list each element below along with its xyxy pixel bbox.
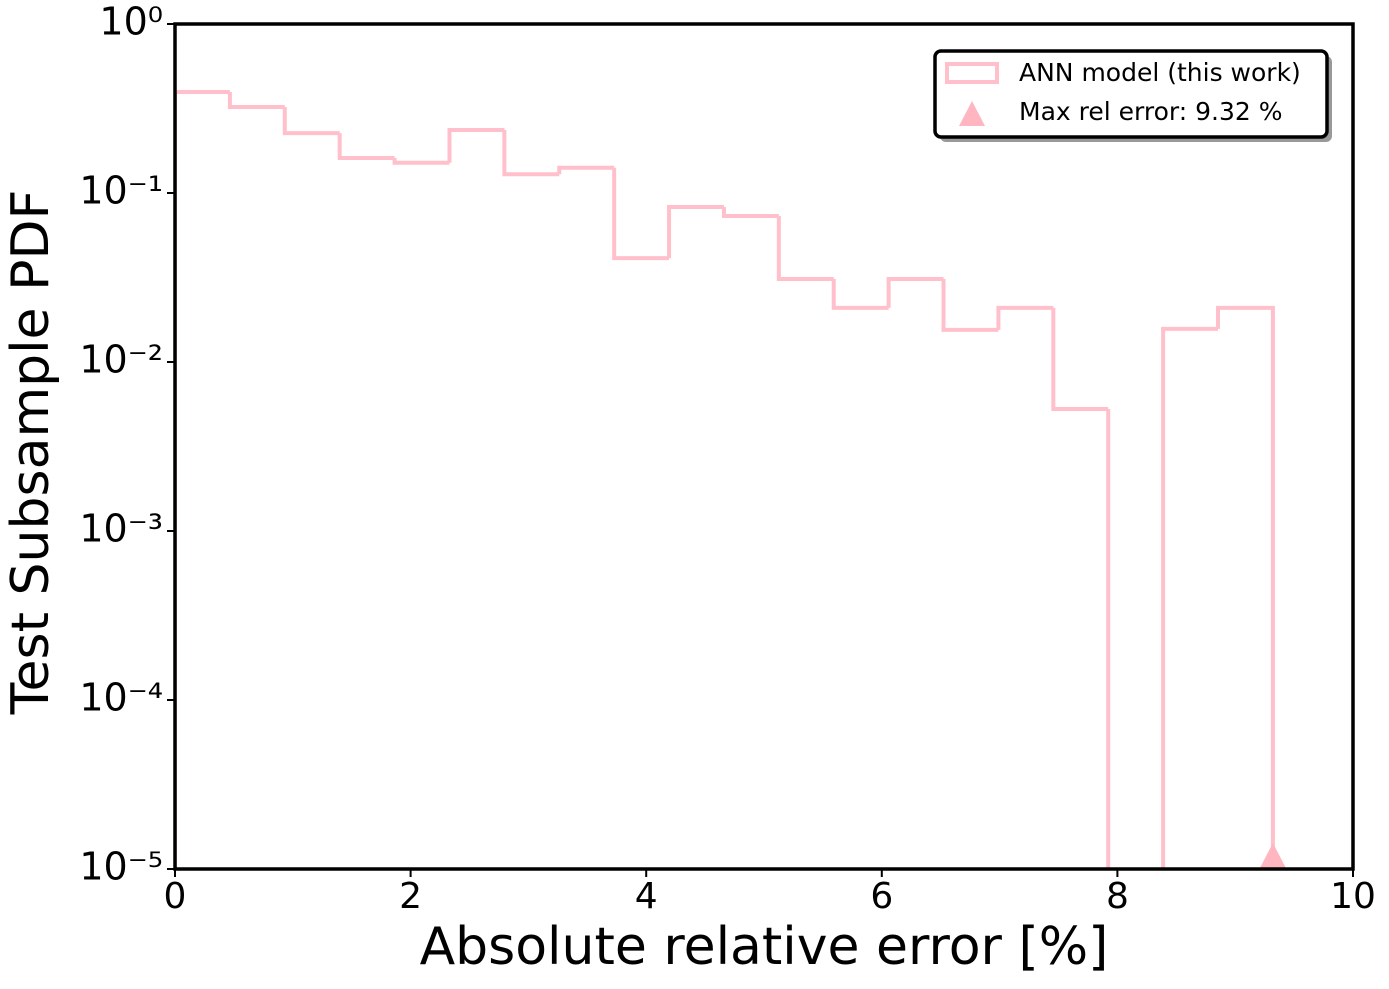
x-tick-label: 10 (1330, 876, 1376, 917)
plot-area (175, 89, 1275, 869)
histogram-step (447, 127, 505, 163)
x-tick-label: 6 (870, 876, 893, 917)
histogram-step (721, 207, 779, 218)
x-tick-label: 0 (164, 876, 187, 917)
legend-label: Max rel error: 9.32 % (1019, 97, 1282, 126)
x-axis-label: Absolute relative error [%] (420, 917, 1109, 977)
histogram-step (1216, 305, 1275, 869)
max-error-marker (1259, 843, 1286, 868)
histogram-step (667, 205, 724, 259)
y-axis-label: Test Subsample PDF (1, 190, 61, 716)
histogram-step (1051, 307, 1109, 412)
x-tick-label: 4 (635, 876, 658, 917)
y-tick-label: 10⁻¹ (79, 169, 163, 213)
axes-frame (173, 22, 1355, 871)
histogram-step (612, 167, 670, 261)
x-tick-label: 8 (1106, 876, 1129, 917)
histogram-step (557, 165, 615, 175)
x-tick-label: 2 (399, 876, 422, 917)
histogram-step (502, 129, 560, 177)
histogram-step (175, 89, 230, 869)
histogram-step (392, 158, 450, 165)
legend-swatch (945, 62, 999, 84)
legend-marker (959, 101, 985, 126)
histogram-step (886, 276, 944, 308)
histogram-step (831, 278, 889, 310)
histogram-step (227, 91, 285, 109)
y-tick-label: 10⁰ (99, 0, 163, 44)
histogram-step (941, 278, 999, 332)
histogram-step (282, 106, 340, 136)
legend-label: ANN model (this work) (1019, 58, 1301, 87)
y-tick-label: 10⁻³ (79, 507, 163, 551)
histogram-step (1106, 409, 1111, 869)
histogram-step (1161, 326, 1218, 869)
histogram-step (776, 215, 834, 281)
y-tick-label: 10⁻⁴ (79, 676, 163, 720)
y-tick-label: 10⁻⁵ (79, 845, 163, 889)
histogram-step (337, 133, 395, 161)
y-tick-label: 10⁻² (79, 338, 163, 382)
legend-box (933, 49, 1329, 139)
histogram-step (996, 305, 1054, 330)
